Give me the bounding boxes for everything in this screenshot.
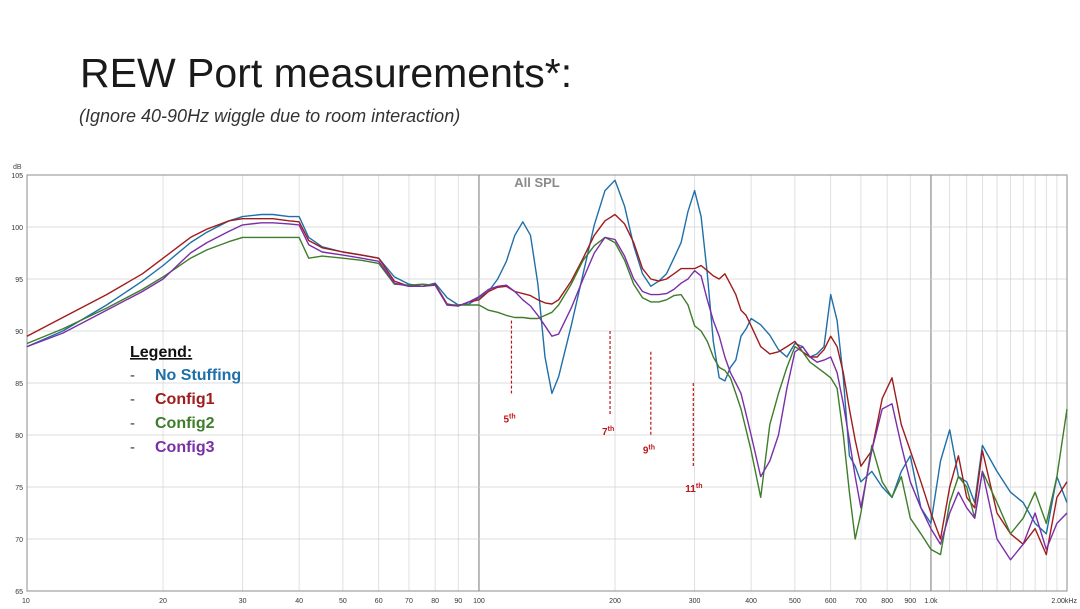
- slide-subtitle: (Ignore 40-90Hz wiggle due to room inter…: [79, 106, 461, 126]
- harmonic-label: 11th: [685, 483, 702, 495]
- x-tick-label: 20: [159, 598, 167, 605]
- x-tick-label: 60: [375, 598, 383, 605]
- chart-grid: [27, 175, 1067, 591]
- x-tick-label: 1.0k: [924, 598, 938, 605]
- x-tick-label: 200: [609, 598, 621, 605]
- legend-dash: -: [130, 391, 135, 408]
- x-tick-label: 80: [431, 598, 439, 605]
- x-tick-label: 700: [855, 598, 867, 605]
- series-line-config1: [26, 213, 1068, 556]
- x-tick-label: 300: [689, 598, 701, 605]
- x-tick-label: 100: [473, 598, 485, 605]
- legend-entry-config1: Config1: [155, 391, 215, 408]
- legend-entry-no-stuffing: No Stuffing: [155, 367, 241, 384]
- x-tick-label: 600: [825, 598, 837, 605]
- x-tick-label: 900: [904, 598, 916, 605]
- x-tick-label: 400: [745, 598, 757, 605]
- series-line-config3: [26, 222, 1068, 561]
- chart-title: All SPL: [514, 175, 560, 190]
- y-tick-label: 105: [11, 173, 23, 180]
- x-tick-label: 30: [239, 598, 247, 605]
- y-tick-label: 75: [15, 485, 23, 492]
- x-tick-label: 2.00kHz: [1051, 598, 1077, 605]
- legend-dash: -: [130, 415, 135, 432]
- y-tick-label: 95: [15, 277, 23, 284]
- legend: Legend: - No Stuffing - Config1 - Config2 - Con…: [130, 344, 241, 456]
- slide-title: REW Port measurements*:: [80, 50, 573, 96]
- y-tick-labels: 65 70 75 80 85 90 95 100 105: [11, 173, 23, 596]
- y-tick-label: 65: [15, 589, 23, 596]
- x-tick-label: 10: [22, 598, 30, 605]
- harmonic-label: 5th: [503, 414, 515, 426]
- harmonic-label: 9th: [643, 445, 655, 457]
- y-tick-label: 85: [15, 381, 23, 388]
- x-tick-label: 50: [339, 598, 347, 605]
- legend-entry-config3: Config3: [155, 439, 215, 456]
- x-tick-label: 70: [405, 598, 413, 605]
- plot-frame: [26, 174, 1068, 592]
- y-tick-label: 100: [11, 225, 23, 232]
- series-line-config2: [26, 236, 1068, 556]
- harmonic-label: 7th: [602, 426, 614, 438]
- y-tick-label: 80: [15, 433, 23, 440]
- x-tick-label: 40: [295, 598, 303, 605]
- harmonic-annotations: 5th 7th 9th 11th: [503, 320, 702, 495]
- y-tick-label: 70: [15, 537, 23, 544]
- series-lines: [26, 179, 1068, 561]
- legend-heading: Legend:: [130, 344, 192, 361]
- legend-dash: -: [130, 367, 135, 384]
- x-tick-label: 800: [881, 598, 893, 605]
- x-tick-labels: 10 20 30 40 50 60 70 80 90 100 200 300 400 500 600 700 8…: [22, 598, 1077, 605]
- x-tick-label: 90: [454, 598, 462, 605]
- y-tick-label: 90: [15, 329, 23, 336]
- y-axis-unit: dB: [13, 164, 22, 171]
- legend-dash: -: [130, 439, 135, 456]
- x-tick-label: 500: [789, 598, 801, 605]
- legend-entry-config2: Config2: [155, 415, 215, 432]
